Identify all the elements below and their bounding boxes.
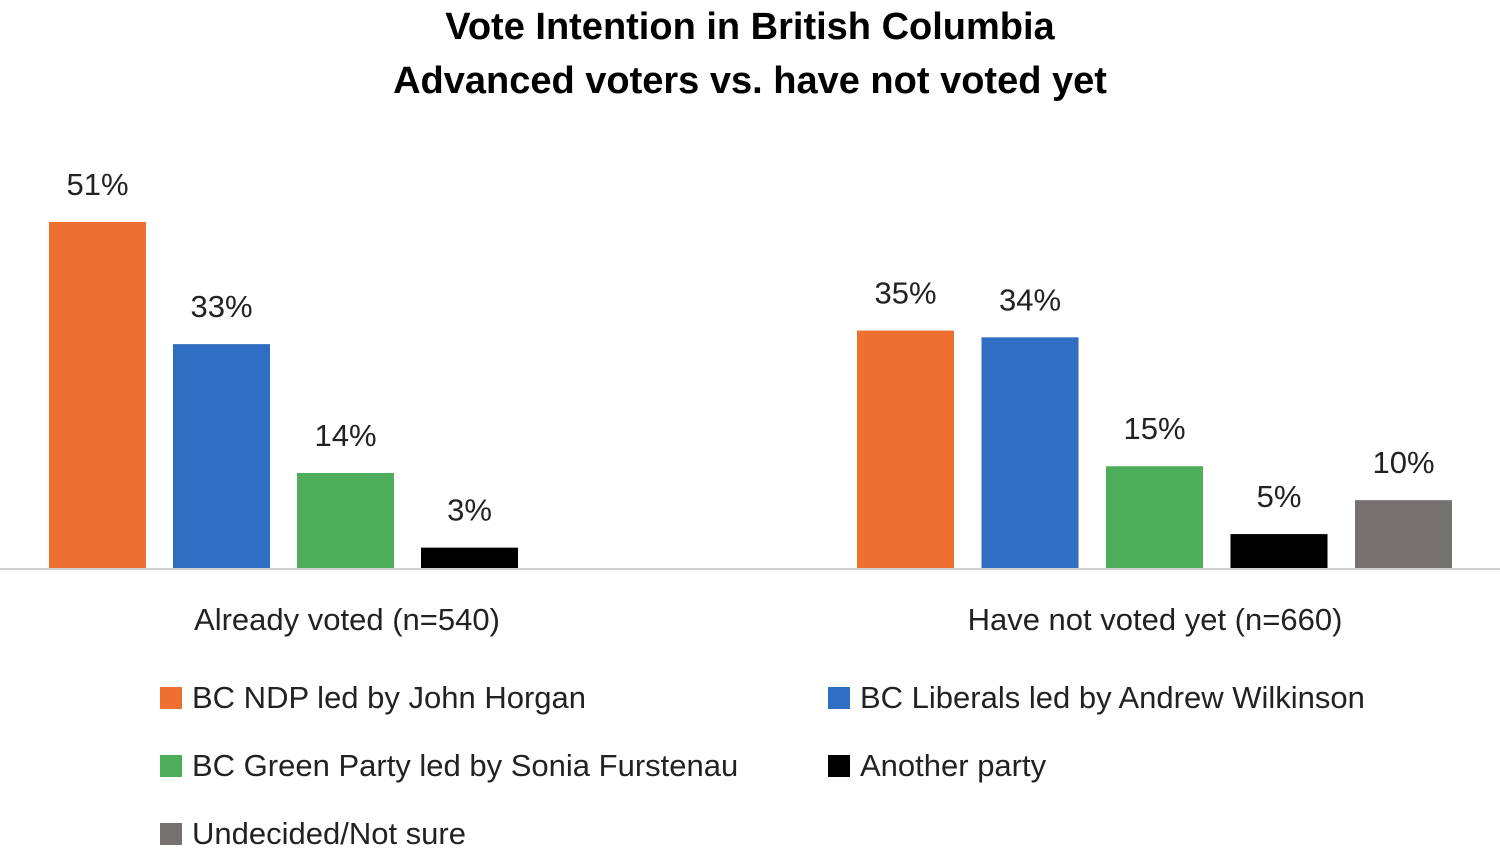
x-tick-label-2: Have not voted yet (n=660) [968, 602, 1343, 637]
legend-item-green: BC Green Party led by Sonia Furstenau [160, 748, 738, 784]
data-label-undecided-not-sure-2: 10% [1372, 445, 1434, 480]
data-label-bc-green-party-led-by-sonia-furstenau-1: 14% [314, 418, 376, 453]
legend-label-another: Another party [860, 748, 1047, 783]
bar-another-party-2 [1230, 534, 1328, 568]
data-label-bc-ndp-led-by-john-horgan-1: 51% [66, 167, 128, 202]
bar-bc-liberals-led-by-andrew-wilkinson-2 [981, 337, 1079, 568]
data-label-bc-liberals-led-by-andrew-wilkinson-1: 33% [190, 289, 252, 324]
legend-item-undecided: Undecided/Not sure [160, 816, 466, 852]
legend-item-ndp: BC NDP led by John Horgan [160, 680, 586, 716]
legend-swatch-liberals [828, 687, 850, 709]
x-tick-label-1: Already voted (n=540) [194, 602, 500, 637]
bar-another-party-1 [421, 547, 518, 568]
bar-bc-green-party-led-by-sonia-furstenau-1 [297, 473, 394, 568]
data-label-bc-liberals-led-by-andrew-wilkinson-2: 34% [999, 282, 1061, 317]
data-label-bc-ndp-led-by-john-horgan-2: 35% [874, 276, 936, 311]
data-label-another-party-2: 5% [1257, 479, 1302, 514]
chart-subtitle: Advanced voters vs. have not voted yet [393, 60, 1107, 102]
legend-label-liberals: BC Liberals led by Andrew Wilkinson [860, 680, 1365, 715]
legend-label-undecided: Undecided/Not sure [192, 816, 466, 851]
legend-swatch-green [160, 755, 182, 777]
legend-swatch-ndp [160, 687, 182, 709]
legend-swatch-another [828, 755, 850, 777]
bar-bc-ndp-led-by-john-horgan-1 [49, 222, 146, 568]
bar-undecided-not-sure-2 [1355, 500, 1452, 568]
legend-label-green: BC Green Party led by Sonia Furstenau [192, 748, 739, 783]
bar-bc-ndp-led-by-john-horgan-2 [857, 330, 954, 568]
bar-bc-green-party-led-by-sonia-furstenau-2 [1106, 466, 1203, 568]
bar-bc-liberals-led-by-andrew-wilkinson-1 [173, 344, 270, 568]
legend-item-liberals: BC Liberals led by Andrew Wilkinson [828, 680, 1365, 716]
chart-title: Vote Intention in British Columbia [445, 6, 1055, 48]
data-label-another-party-1: 3% [447, 493, 492, 528]
legend-item-another: Another party [828, 748, 1046, 784]
legend-label-ndp: BC NDP led by John Horgan [192, 680, 587, 715]
legend-swatch-undecided [160, 823, 182, 845]
data-label-bc-green-party-led-by-sonia-furstenau-2: 15% [1123, 411, 1185, 446]
